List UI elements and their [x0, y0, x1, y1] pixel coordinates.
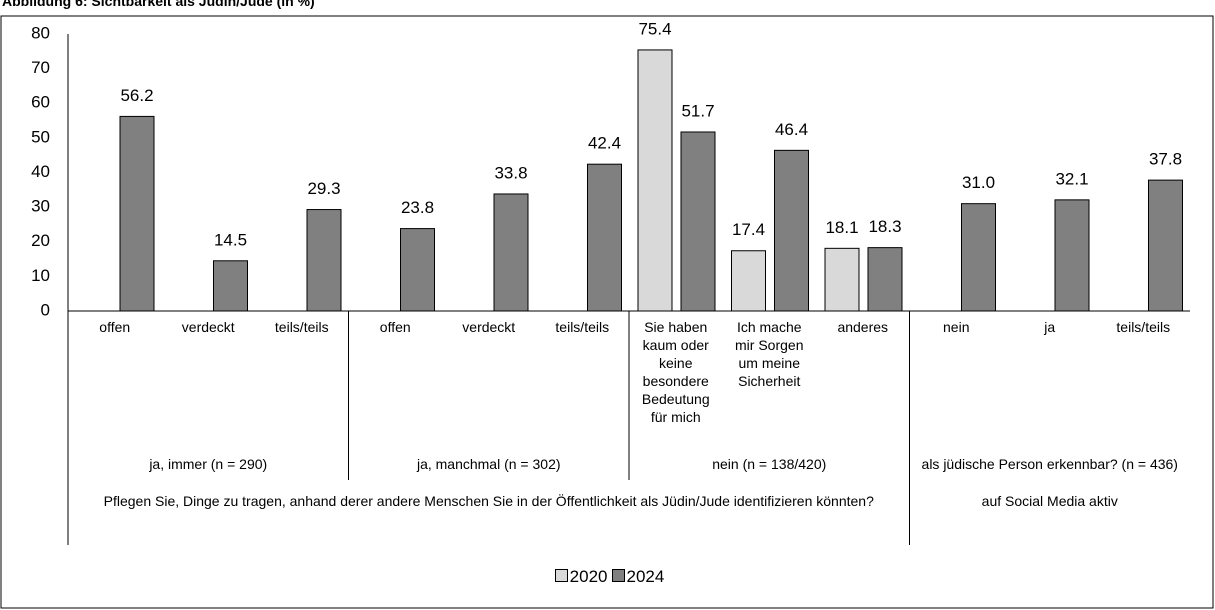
x-tick-label: Sie haben kaum oder keine besondere Bede… — [641, 319, 710, 425]
y-tick-label: 20 — [31, 231, 50, 250]
bar — [961, 203, 996, 312]
group-label: als jüdische Person erkennbar? (n = 436) — [921, 456, 1178, 472]
y-tick-label: 30 — [31, 197, 50, 216]
x-tick-label: ja — [1044, 319, 1056, 335]
data-label: 14.5 — [214, 230, 247, 249]
chart-title: Abbildung 6: Sichtbarkeit als Jüdin/Jude… — [2, 0, 315, 9]
x-tick-label: anderes — [837, 319, 889, 335]
data-label: 18.3 — [868, 217, 901, 236]
x-tick-label: teils/teils — [555, 319, 610, 335]
x-tick-label: teils/teils — [274, 319, 329, 335]
data-label: 56.2 — [120, 86, 153, 105]
legend-label: 2020 — [569, 567, 608, 586]
legend: 2020 2024 — [0, 567, 1215, 587]
y-tick-label: 70 — [31, 58, 50, 77]
data-label: 23.8 — [401, 198, 434, 217]
group-label: ja, manchmal (n = 302) — [416, 456, 561, 472]
x-tick-label: teils/teils — [1116, 319, 1171, 335]
bar — [1054, 199, 1090, 312]
chart-border — [0, 15, 1214, 609]
x-tick-label: verdeckt — [462, 319, 516, 335]
y-tick-label: 10 — [31, 266, 50, 285]
bar — [306, 209, 342, 312]
data-label: 18.1 — [825, 218, 858, 237]
data-label: 51.7 — [681, 101, 714, 120]
x-tick-label: Ich mache mir Sorgen um meine Sicherheit — [735, 319, 804, 389]
bar — [587, 163, 622, 312]
legend-swatch — [611, 569, 625, 582]
data-label: 37.8 — [1149, 150, 1182, 169]
supergroup-label: Pflegen Sie, Dinge zu tragen, anhand der… — [103, 493, 874, 509]
x-tick-label: nein — [943, 319, 970, 335]
group-label: ja, immer (n = 290) — [149, 456, 268, 472]
bar — [867, 247, 903, 312]
x-tick-label: offen — [379, 319, 411, 335]
y-tick-label: 50 — [31, 127, 50, 146]
bar — [731, 250, 766, 312]
data-label: 33.8 — [494, 163, 527, 182]
bar — [824, 247, 860, 312]
bar — [493, 193, 529, 312]
data-label: 17.4 — [732, 220, 765, 239]
bar — [680, 131, 716, 312]
legend-label: 2024 — [626, 567, 665, 586]
bar — [400, 228, 435, 312]
bar — [774, 149, 809, 312]
y-tick-label: 60 — [31, 93, 50, 112]
data-label: 29.3 — [307, 179, 340, 198]
y-tick-label: 80 — [31, 23, 50, 42]
data-label: 32.1 — [1055, 169, 1088, 188]
bar — [213, 260, 248, 312]
legend-swatch — [554, 569, 568, 582]
group-label: nein (n = 138/420) — [712, 456, 827, 472]
x-tick-label: offen — [99, 319, 131, 335]
data-label: 31.0 — [962, 173, 995, 192]
bar — [119, 115, 155, 312]
data-label: 42.4 — [588, 134, 621, 153]
data-label: 46.4 — [775, 120, 808, 139]
bar — [1148, 179, 1183, 312]
y-tick-label: 0 — [41, 300, 50, 319]
supergroup-label: auf Social Media aktiv — [981, 493, 1118, 509]
y-tick-label: 40 — [31, 162, 50, 181]
data-label: 75.4 — [638, 19, 671, 38]
x-tick-label: verdeckt — [181, 319, 235, 335]
bar — [637, 49, 673, 312]
